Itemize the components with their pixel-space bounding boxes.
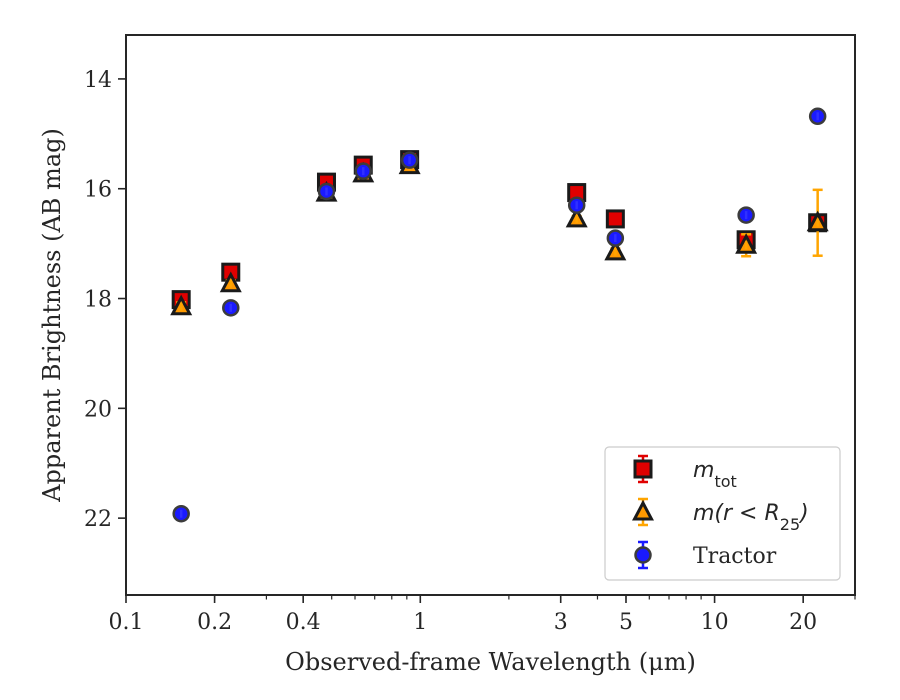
y-tick-label: 18 [84, 288, 112, 313]
series-tractor [172, 107, 827, 523]
y-axis-label: Apparent Brightness (AB mag) [38, 128, 66, 503]
legend-marker-tractor [634, 546, 652, 564]
x-tick-label: 20 [789, 610, 817, 635]
legend-entry-mtot: mtot [633, 454, 737, 491]
y-tick-label: 14 [84, 68, 112, 93]
legend-label-tractor: Tractor [693, 544, 777, 569]
x-tick-label: 1 [413, 610, 427, 635]
data-points [170, 107, 829, 523]
x-tick-label: 10 [701, 610, 729, 635]
x-tick-label: 0.2 [197, 610, 232, 635]
x-tick-label: 0.4 [286, 610, 321, 635]
x-tick-label: 0.1 [109, 610, 144, 635]
legend-label-mtot: mtot [693, 458, 737, 491]
x-axis-label: Observed-frame Wavelength (μm) [285, 648, 696, 676]
legend-entry-mr25: m(r < R25) [632, 497, 809, 534]
series-mtot [171, 150, 828, 310]
x-tick-label: 5 [619, 610, 633, 635]
legend-box [604, 446, 841, 581]
y-tick-label: 22 [84, 507, 112, 532]
y-tick-label: 20 [84, 397, 112, 422]
legend: mtot m(r < R25) Tractor [604, 446, 841, 581]
legend-entry-tractor: Tractor [634, 540, 777, 570]
x-axis-ticks: 0.1 0.2 0.4 1 3 5 10 20 [109, 595, 856, 635]
legend-label-mr25: m(r < R25) [693, 501, 809, 534]
legend-marker-mr25 [632, 499, 654, 521]
x-tick-label: 3 [554, 610, 568, 635]
legend-marker-mtot [633, 459, 653, 479]
series-mr25 [170, 153, 829, 316]
axes-frame [125, 34, 856, 596]
y-tick-label: 16 [84, 178, 112, 203]
y-axis-ticks: 14 16 18 20 22 [84, 68, 126, 532]
